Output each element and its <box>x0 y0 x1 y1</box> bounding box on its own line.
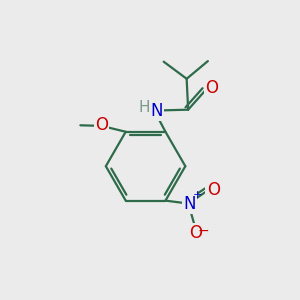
Text: O: O <box>189 224 202 242</box>
Text: O: O <box>205 79 218 97</box>
Text: −: − <box>198 224 209 238</box>
Text: N: N <box>184 195 196 213</box>
Text: O: O <box>207 181 220 199</box>
Text: O: O <box>95 116 108 134</box>
Text: H: H <box>138 100 150 115</box>
Text: +: + <box>193 190 203 200</box>
Text: N: N <box>150 102 163 120</box>
